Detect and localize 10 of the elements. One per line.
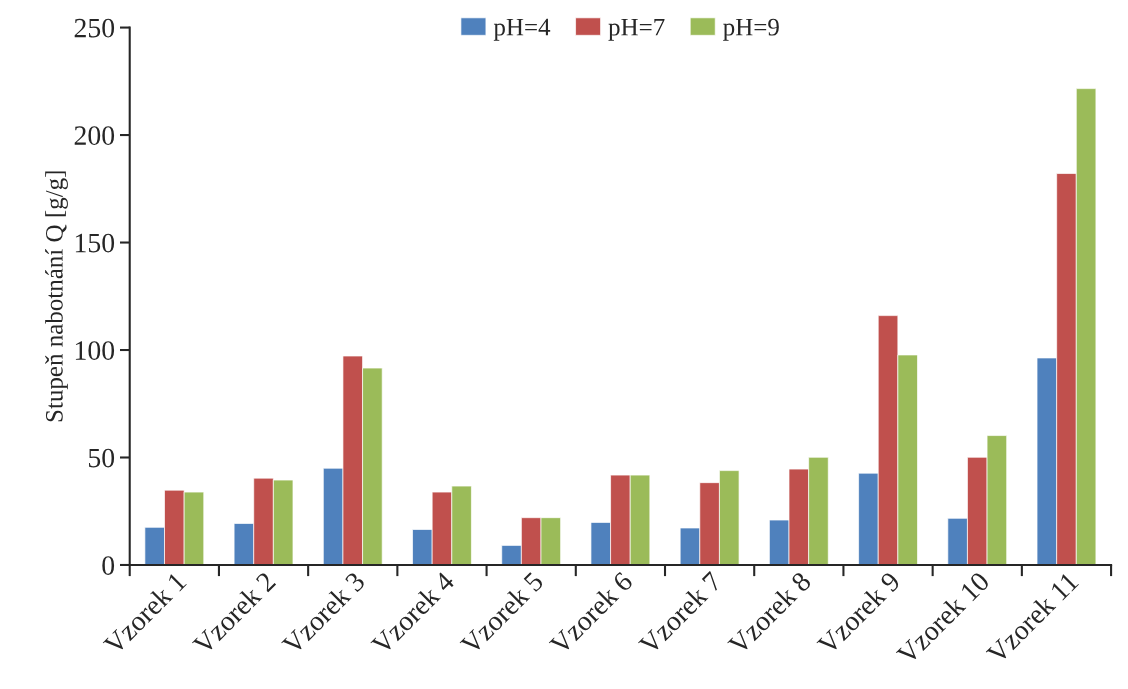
y-tick-label: 100 bbox=[75, 341, 115, 360]
y-tick-label: 150 bbox=[75, 233, 115, 253]
y-tick-label: 0 bbox=[102, 556, 115, 575]
legend-label: pH=4 bbox=[493, 18, 551, 41]
y-axis-title: Stupeň nabotnání Q [g/g] bbox=[45, 171, 68, 422]
y-tick-label: 50 bbox=[88, 448, 115, 468]
legend-label: pH=9 bbox=[723, 18, 779, 41]
y-tick-label: 200 bbox=[74, 126, 115, 145]
y-tick-label: 250 bbox=[74, 18, 115, 38]
legend-label: pH=7 bbox=[608, 18, 665, 41]
